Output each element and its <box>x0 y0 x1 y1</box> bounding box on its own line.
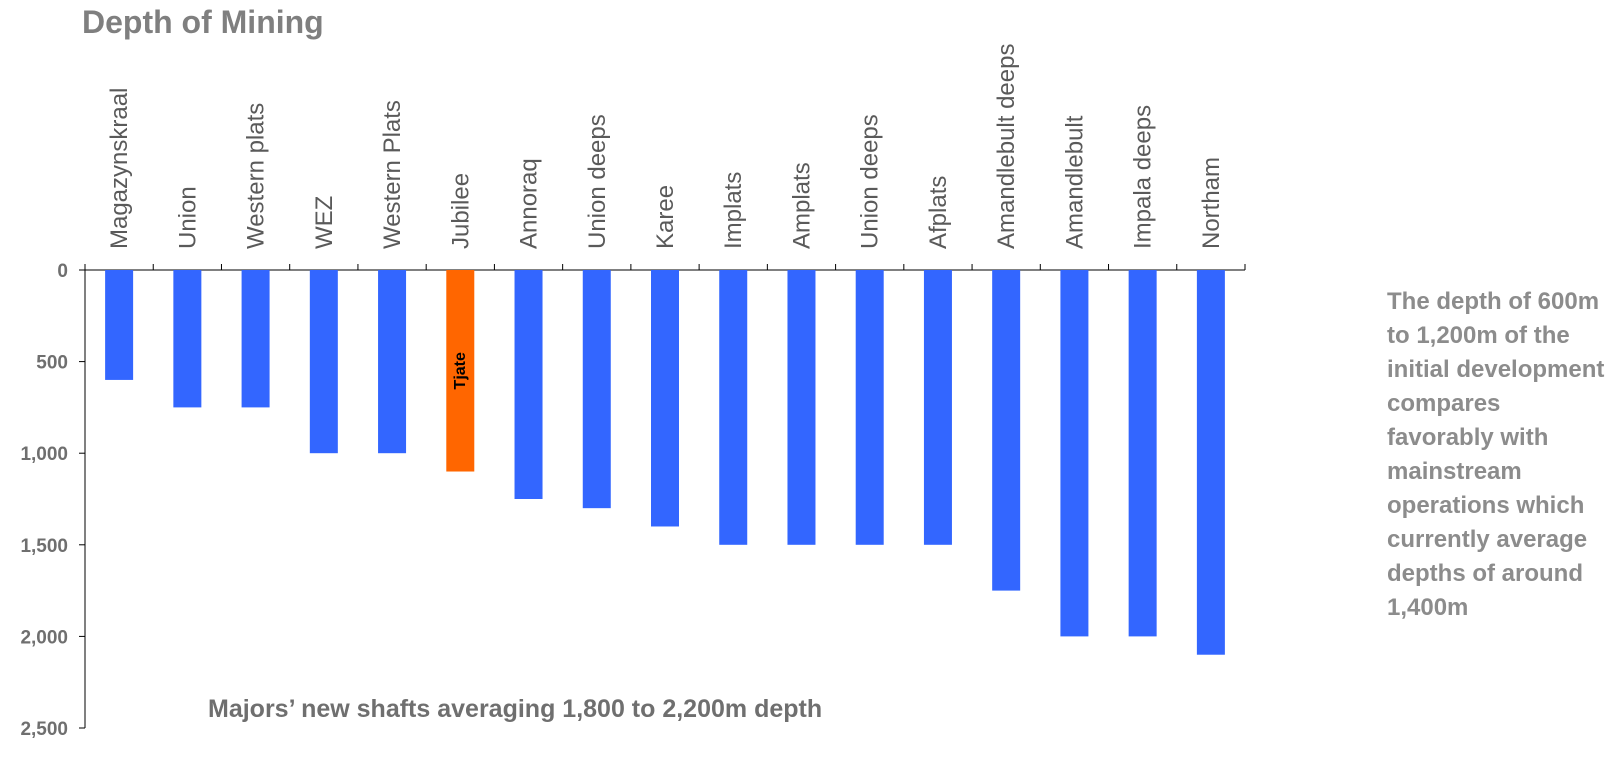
bar <box>855 270 884 545</box>
category-label: Karee <box>652 185 679 249</box>
category-label: Amandlebult <box>1061 115 1088 249</box>
bar <box>309 270 338 454</box>
bar <box>582 270 611 509</box>
y-tick-label: 500 <box>36 353 68 374</box>
category-label: Amandlebult deeps <box>993 44 1020 249</box>
bar <box>719 270 748 545</box>
category-label: WEZ <box>311 196 338 249</box>
bar-label: Tjate <box>452 352 469 389</box>
category-label: Amplats <box>788 162 815 249</box>
category-label: Impala deeps <box>1130 105 1157 249</box>
bar <box>173 270 202 408</box>
bar <box>1196 270 1225 655</box>
bar <box>241 270 270 408</box>
y-tick-label: 1,000 <box>20 444 68 465</box>
bar <box>105 270 134 380</box>
bars-group: Tjate <box>105 270 1225 655</box>
category-label: Union deeps <box>584 114 611 249</box>
bar <box>1060 270 1089 637</box>
y-tick-label: 2,000 <box>20 627 68 648</box>
category-label: Implats <box>720 172 747 249</box>
bar <box>446 270 475 472</box>
y-axis-ticks: 0 500 1,000 1,500 2,000 2,500 <box>20 261 85 740</box>
chart-title: Depth of Mining <box>82 4 324 40</box>
bar <box>651 270 679 527</box>
category-label: Afplats <box>925 176 952 249</box>
bar <box>923 270 952 545</box>
category-label: Annoraq <box>516 158 543 249</box>
y-tick-label: 0 <box>57 261 68 282</box>
bar <box>1128 270 1157 637</box>
category-label: Northam <box>1198 157 1225 249</box>
category-label: Union deeps <box>857 114 884 249</box>
side-note: The depth of 600m to 1,200m of the initi… <box>1387 288 1605 621</box>
x-axis-ticks <box>84 264 1246 270</box>
category-label: Jubilee <box>447 173 474 249</box>
category-label: Western plats <box>243 103 270 249</box>
bar <box>787 270 816 545</box>
bar <box>992 270 1021 591</box>
bar <box>514 270 543 499</box>
majors-annotation: Majors’ new shafts averaging 1,800 to 2,… <box>208 695 823 723</box>
bar <box>378 270 407 454</box>
y-tick-label: 2,500 <box>20 719 68 740</box>
y-tick-label: 1,500 <box>20 536 68 557</box>
category-labels: Magazynskraal Union Western plats WEZ Wester… <box>106 44 1225 249</box>
category-label: Western Plats <box>379 100 406 249</box>
category-label: Magazynskraal <box>106 88 133 249</box>
category-label: Union <box>174 186 201 249</box>
